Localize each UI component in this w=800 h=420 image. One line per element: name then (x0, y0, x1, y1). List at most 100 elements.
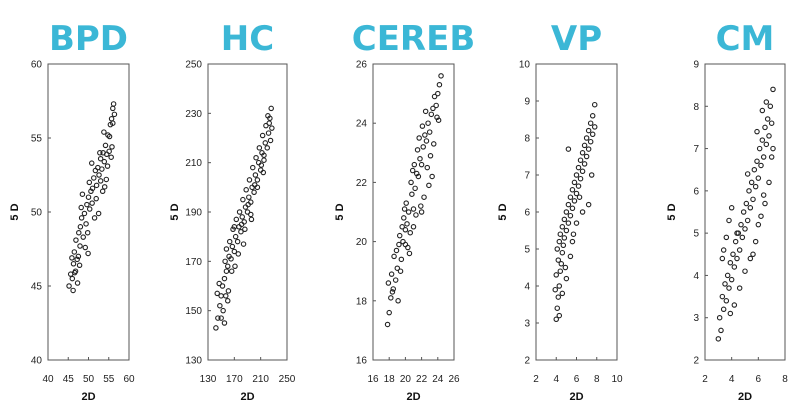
data-point (730, 251, 736, 258)
data-point (577, 175, 584, 182)
plot-frame (535, 63, 618, 361)
data-point (553, 272, 559, 278)
y-tick-label: 6 (693, 186, 699, 197)
x-tick-label: 8 (594, 374, 600, 385)
y-tick-label: 40 (31, 356, 43, 367)
data-point (588, 172, 595, 178)
y-tick-label: 24 (356, 119, 368, 130)
data-point (415, 173, 422, 180)
data-point (228, 268, 235, 274)
data-point (727, 259, 734, 266)
data-point (394, 265, 401, 271)
data-point (222, 258, 228, 265)
data-point (567, 194, 574, 200)
data-point (425, 120, 431, 126)
data-point (748, 179, 755, 186)
data-point (253, 154, 259, 161)
data-point (70, 261, 77, 267)
x-tick-label: 22 (416, 374, 428, 385)
data-point (386, 309, 392, 316)
data-point (108, 154, 114, 160)
data-point (243, 187, 249, 193)
data-point (430, 141, 437, 147)
data-point (744, 171, 751, 177)
data-point (417, 155, 423, 162)
data-point (746, 188, 752, 194)
data-point (240, 196, 246, 203)
y-tick-label: 26 (356, 60, 368, 71)
data-point (78, 215, 85, 221)
y-tick-label: 2 (693, 356, 699, 367)
data-point (762, 124, 768, 131)
data-point (750, 196, 756, 203)
data-point (720, 247, 727, 253)
data-point (232, 263, 238, 270)
data-point (396, 232, 403, 239)
data-point (418, 203, 424, 209)
chart-title: CM (716, 19, 775, 59)
data-point (731, 264, 738, 270)
y-tick-label: 22 (356, 178, 368, 189)
data-point (435, 90, 441, 97)
data-point (570, 231, 577, 237)
data-point (392, 277, 399, 283)
data-point (770, 86, 776, 93)
data-point (73, 237, 79, 243)
data-point (218, 315, 224, 321)
data-point (109, 144, 115, 150)
data-point (732, 238, 739, 245)
data-point (246, 194, 252, 200)
data-point (246, 177, 253, 183)
data-point (91, 175, 97, 181)
data-point (416, 135, 422, 141)
data-point (402, 227, 409, 233)
x-tick-label: 40 (42, 374, 54, 385)
data-point (728, 276, 735, 283)
data-point (739, 234, 746, 241)
data-point (217, 302, 223, 309)
data-point (583, 153, 590, 160)
data-point (225, 263, 231, 270)
data-point (232, 233, 239, 240)
data-point (254, 177, 261, 183)
data-point (422, 108, 429, 115)
data-point (770, 145, 776, 152)
x-tick-label: 6 (756, 374, 762, 385)
y-tick-label: 20 (356, 237, 368, 248)
data-point (74, 280, 81, 286)
data-point (267, 137, 274, 144)
data-point (252, 172, 259, 178)
data-point (767, 103, 774, 110)
data-point (103, 176, 110, 183)
data-point (727, 310, 734, 317)
data-point (426, 129, 433, 135)
data-point (412, 185, 418, 192)
x-tick-label: 50 (83, 374, 95, 385)
y-tick-label: 8 (524, 134, 530, 145)
data-point (755, 175, 762, 181)
data-point (407, 229, 414, 236)
data-point (758, 213, 764, 219)
data-point (552, 286, 558, 293)
y-tick-label: 3 (524, 319, 530, 330)
x-tick-label: 26 (448, 374, 460, 385)
x-tick-label: 18 (384, 374, 396, 385)
y-tick-label: 6 (524, 208, 530, 219)
data-point (752, 238, 759, 245)
x-tick-label: 16 (367, 374, 379, 385)
data-point (411, 161, 418, 168)
y-tick-label: 3 (693, 313, 699, 324)
plot-frame (704, 63, 786, 361)
data-point (408, 179, 414, 186)
data-point (399, 224, 405, 230)
data-point (91, 215, 98, 221)
y-tick-label: 45 (31, 282, 43, 293)
data-point (569, 238, 576, 245)
data-point (587, 138, 594, 145)
data-point (71, 249, 78, 255)
data-point (583, 135, 590, 141)
data-point (81, 210, 88, 217)
data-point (750, 251, 756, 258)
data-point (235, 251, 242, 257)
data-point (223, 268, 230, 274)
